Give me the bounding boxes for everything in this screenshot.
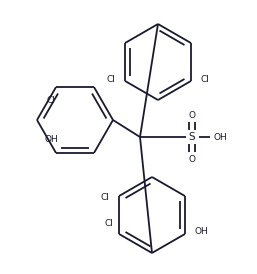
Text: Cl: Cl <box>200 75 209 84</box>
Text: O: O <box>188 110 196 119</box>
Text: Cl: Cl <box>101 193 109 202</box>
Text: O: O <box>188 155 196 164</box>
Text: Cl: Cl <box>47 96 56 105</box>
Text: Cl: Cl <box>105 219 114 229</box>
Text: OH: OH <box>44 135 58 144</box>
Text: OH: OH <box>194 227 208 236</box>
Text: S: S <box>189 132 195 142</box>
Text: OH: OH <box>213 133 227 141</box>
Text: Cl: Cl <box>107 75 116 84</box>
